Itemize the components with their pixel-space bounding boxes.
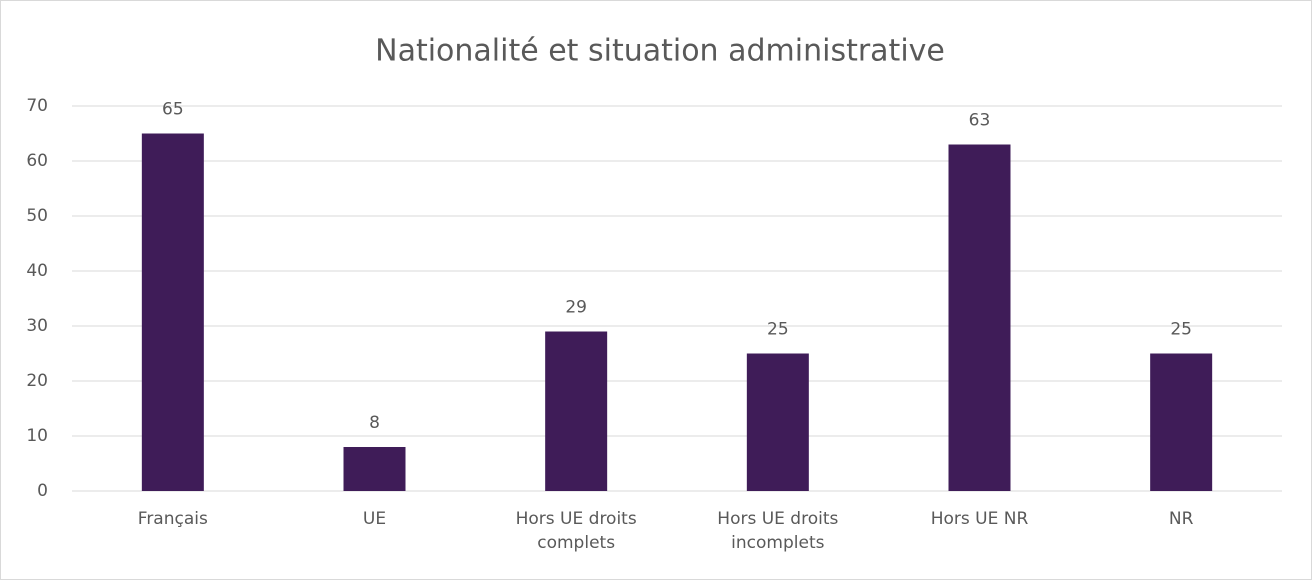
x-tick-label: Français xyxy=(138,509,208,529)
data-label: 25 xyxy=(1170,320,1192,340)
y-tick-label: 50 xyxy=(26,206,48,226)
x-tick-label: NR xyxy=(1169,509,1194,529)
y-tick-label: 30 xyxy=(26,316,48,336)
data-label: 63 xyxy=(969,111,991,131)
bar xyxy=(1150,353,1213,491)
bar xyxy=(545,331,608,491)
data-label: 65 xyxy=(162,100,184,120)
y-tick-label: 20 xyxy=(26,371,48,391)
data-label: 25 xyxy=(767,320,789,340)
y-tick-label: 70 xyxy=(26,96,48,116)
x-tick-label: Hors UE droits complets xyxy=(516,509,637,553)
y-tick-label: 0 xyxy=(37,481,48,501)
x-tick-label: Hors UE NR xyxy=(931,509,1029,529)
y-tick-label: 40 xyxy=(26,261,48,281)
x-tick-label: UE xyxy=(363,509,386,529)
x-tick-label: Hors UE droits incomplets xyxy=(717,509,838,553)
bar xyxy=(948,144,1011,491)
y-tick-label: 10 xyxy=(26,426,48,446)
y-tick-label: 60 xyxy=(26,151,48,171)
bar xyxy=(746,353,809,491)
data-label: 29 xyxy=(565,298,587,318)
bar xyxy=(141,133,204,491)
data-label: 8 xyxy=(369,413,380,433)
chart-title: Nationalité et situation administrative xyxy=(375,34,945,69)
bar xyxy=(343,447,406,491)
